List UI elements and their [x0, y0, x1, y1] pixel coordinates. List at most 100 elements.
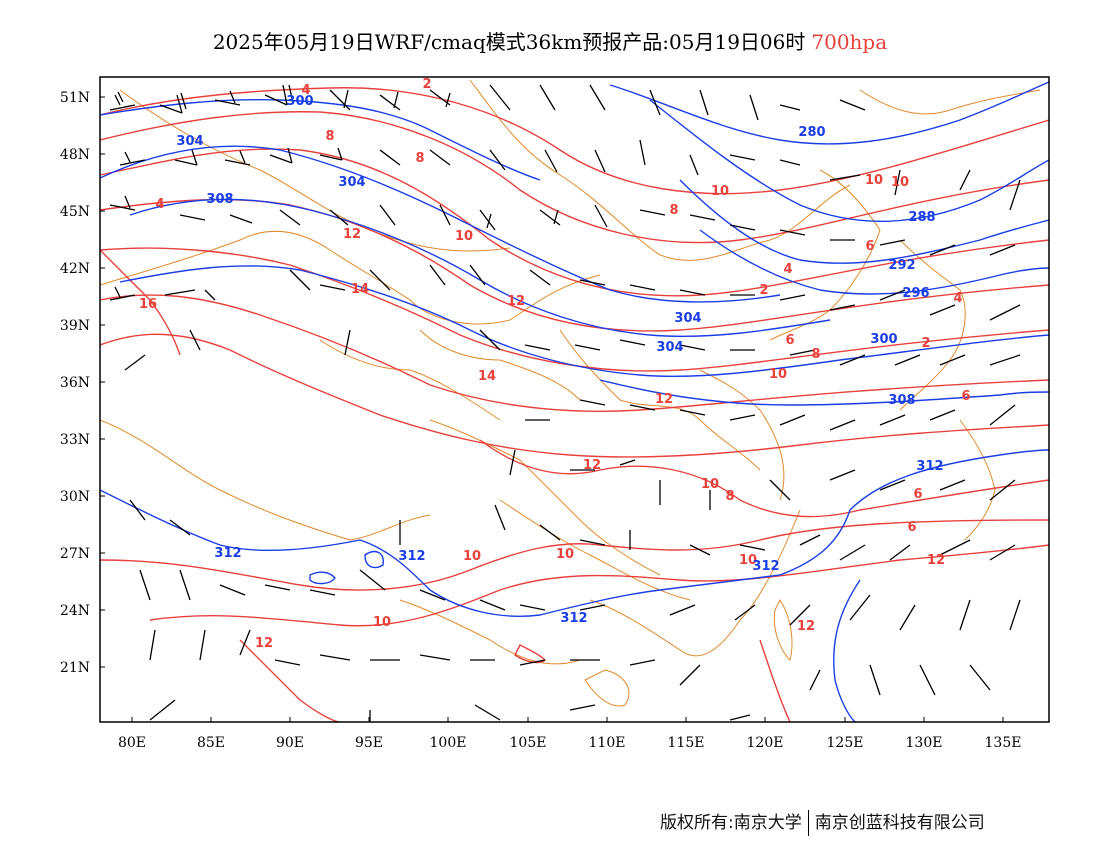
height-label: 308: [888, 393, 915, 408]
wind-barb: [769, 479, 791, 501]
lon-labels: 80E 85E 90E 95E 100E 105E 110E 115E 120E…: [118, 735, 1022, 751]
height-label: 280: [798, 125, 825, 140]
wind-barb: [379, 204, 396, 226]
height-contour: [599, 379, 1049, 406]
wind-barb: [779, 414, 806, 426]
temp-label: 10: [701, 477, 719, 492]
wind-barb: [429, 149, 451, 166]
temp-label: 10: [373, 615, 391, 630]
wind-barb: [929, 244, 956, 256]
wind-barb: [639, 139, 646, 166]
wind-barb: [929, 409, 956, 421]
wind-barb: [199, 629, 206, 661]
wind-barb: [539, 209, 561, 226]
height-contour: [129, 198, 831, 337]
height-contour: [119, 265, 1049, 378]
wind-barb: [429, 89, 451, 108]
title-level: 700hpa: [811, 30, 888, 54]
wind-barb: [989, 304, 1021, 321]
wind-barb: [829, 174, 861, 181]
temp-label: 12: [507, 294, 525, 309]
height-contour: [100, 449, 1049, 617]
wind-barb: [204, 289, 216, 301]
border-line: [319, 339, 501, 421]
wind-barb: [689, 154, 699, 176]
border-line: [584, 669, 630, 707]
isotherm: [100, 333, 1049, 458]
copyright-owner: 版权所有:南京大学: [660, 813, 802, 833]
height-label: 296: [902, 286, 929, 301]
wind-barb: [839, 544, 866, 561]
wind-barb: [779, 294, 806, 301]
temp-label: 10: [463, 549, 481, 564]
wind-barb: [329, 89, 351, 111]
lat-label: 21N: [60, 660, 90, 676]
wind-barb: [309, 589, 336, 596]
border-line: [499, 499, 691, 601]
wind-barb: [419, 654, 451, 661]
wind-barb: [164, 289, 196, 296]
isotherm: [479, 439, 1049, 518]
wind-barb: [639, 209, 666, 216]
wind-barb: [829, 469, 856, 481]
isotherm: [149, 544, 1049, 627]
copyright-company: 南京创蓝科技有限公司: [814, 813, 985, 833]
border-line: [859, 89, 1041, 115]
wind-barb: [809, 669, 821, 691]
wind-barb: [469, 264, 486, 286]
wind-barb: [849, 594, 871, 621]
height-label: 312: [752, 559, 779, 574]
wind-barb: [129, 499, 146, 521]
isotherm: [100, 249, 181, 356]
temp-label: 4: [783, 262, 792, 277]
wind-barb: [594, 149, 606, 173]
lat-label: 30N: [60, 489, 90, 505]
temp-label: 12: [927, 553, 945, 568]
wind-barb: [319, 284, 346, 291]
title-main: 2025年05月19日WRF/cmaq模式36km预报产品:05月19日06时: [212, 30, 806, 54]
wind-barb: [544, 149, 558, 173]
wind-barb: [264, 584, 291, 591]
isotherm: [100, 111, 1049, 244]
lat-label: 33N: [60, 432, 90, 448]
wind-barb: [969, 664, 991, 691]
height-contour: [100, 145, 781, 303]
height-contour: [833, 579, 861, 722]
map-title: 2025年05月19日WRF/cmaq模式36km预报产品:05月19日06时 7…: [0, 26, 1100, 55]
height-label: 304: [176, 134, 203, 149]
wind-barb: [359, 569, 386, 591]
wind-barb: [119, 151, 146, 166]
lon-label: 100E: [430, 735, 467, 751]
wind-barb: [279, 209, 301, 226]
wind-barb: [479, 329, 501, 351]
height-label: 308: [206, 192, 233, 207]
wind-barb: [539, 84, 556, 111]
lat-label: 36N: [60, 375, 90, 391]
wind-barb: [579, 279, 606, 286]
wind-barb: [939, 479, 966, 491]
lat-label: 27N: [60, 546, 90, 562]
border-line: [100, 230, 601, 325]
wind-barb: [894, 354, 921, 366]
temp-label: 2: [422, 77, 431, 92]
wind-barb: [529, 269, 551, 286]
lon-label: 120E: [747, 735, 784, 751]
height-contour: [609, 81, 1049, 145]
wind-barb: [899, 604, 916, 631]
temp-label: 6: [913, 487, 922, 502]
wind-barb: [574, 344, 601, 351]
wind-barb: [519, 659, 546, 666]
border-line: [429, 419, 661, 576]
border-line: [100, 419, 431, 541]
temp-label: 10: [739, 553, 757, 568]
temp-label: 10: [711, 184, 729, 199]
temp-label: 8: [811, 347, 820, 362]
isotherm: [100, 519, 1049, 591]
wind-barb: [594, 204, 608, 228]
wind-barb: [589, 84, 606, 111]
wind-barb: [699, 89, 709, 116]
wind-barb: [319, 147, 343, 161]
height-label: 304: [674, 311, 701, 326]
wind-barb: [264, 84, 294, 106]
wind-barb: [789, 604, 811, 626]
